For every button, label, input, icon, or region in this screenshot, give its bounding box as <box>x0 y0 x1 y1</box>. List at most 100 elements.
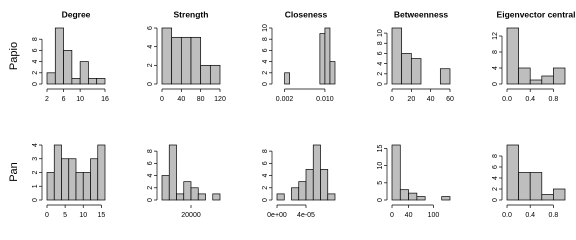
y-tick-label: 8 <box>377 41 384 45</box>
row-label: Pan <box>8 162 20 182</box>
x-tick-label: 0.002 <box>276 96 294 103</box>
x-tick-label: 16 <box>101 96 109 103</box>
bar <box>305 169 314 201</box>
bar <box>68 158 77 201</box>
bar <box>90 158 99 201</box>
x-tick-label: 0 <box>45 212 49 219</box>
bar <box>506 144 519 201</box>
y-tick-label: 0 <box>147 82 154 86</box>
bar <box>553 67 566 85</box>
bar <box>416 196 426 201</box>
y-tick-label: 4 <box>262 60 269 64</box>
y-tick-label: 2 <box>147 63 154 67</box>
y-tick-label: 0 <box>32 82 39 86</box>
x-tick-label: 40 <box>405 212 413 219</box>
x-tick-label: 0 <box>160 96 164 103</box>
bar <box>312 144 321 201</box>
bar <box>53 144 62 201</box>
y-tick-label: 6 <box>262 161 269 165</box>
x-tick-label: 2 <box>45 96 49 103</box>
y-tick-label: 8 <box>492 50 499 54</box>
bar <box>161 27 173 85</box>
bar <box>276 193 285 201</box>
y-tick-label: 10 <box>377 162 384 170</box>
bar <box>410 58 422 85</box>
bar <box>197 193 206 201</box>
y-tick-label: 8 <box>32 37 39 41</box>
y-tick-label: 2 <box>492 187 499 191</box>
bar <box>541 75 554 85</box>
x-tick-label: 0.4 <box>525 96 535 103</box>
bar <box>320 169 329 201</box>
y-tick-label: 4 <box>377 62 384 66</box>
bar <box>319 33 326 85</box>
bar <box>518 172 531 201</box>
bar <box>401 53 412 85</box>
y-tick-label: 8 <box>147 149 154 153</box>
bar <box>63 50 73 85</box>
bar <box>79 61 89 85</box>
x-tick-label: 10 <box>79 212 87 219</box>
y-tick-label: 2 <box>32 71 39 75</box>
bar <box>441 196 451 201</box>
x-tick-label: 0.0 <box>502 96 512 103</box>
x-tick-label: 0.8 <box>549 212 559 219</box>
bar <box>46 172 55 201</box>
y-tick-label: 4 <box>262 174 269 178</box>
bar <box>183 181 192 201</box>
bar <box>54 27 64 85</box>
x-tick-label: 40 <box>427 96 435 103</box>
y-tick-label: 6 <box>147 161 154 165</box>
bar <box>324 27 331 85</box>
y-tick-label: 2 <box>262 71 269 75</box>
bar <box>327 193 336 201</box>
x-tick-label: 100 <box>428 212 440 219</box>
x-tick-label: 10 <box>76 96 84 103</box>
y-tick-label: 6 <box>32 48 39 52</box>
y-tick-label: 8 <box>262 37 269 41</box>
y-tick-label: 0 <box>147 198 154 202</box>
row-label: Papio <box>8 42 20 70</box>
y-tick-label: 6 <box>377 51 384 55</box>
bar <box>284 72 290 85</box>
y-tick-label: 0 <box>377 198 384 202</box>
y-tick-label: 0 <box>32 198 39 202</box>
x-tick-label: 40 <box>177 96 185 103</box>
bar <box>171 36 182 85</box>
chart-title: Betweenness <box>394 9 449 19</box>
bar <box>161 175 170 201</box>
bar <box>61 158 70 201</box>
bar <box>46 72 56 85</box>
x-tick-label: 0.010 <box>316 96 334 103</box>
x-tick-label: 15 <box>97 212 105 219</box>
y-tick-label: 4 <box>147 45 154 49</box>
bar <box>399 189 409 201</box>
bar <box>82 172 91 201</box>
bar <box>168 144 177 201</box>
y-tick-label: 0 <box>262 82 269 86</box>
y-tick-label: 6 <box>492 165 499 169</box>
bar <box>96 78 106 85</box>
y-tick-label: 0 <box>262 198 269 202</box>
bar <box>553 188 566 201</box>
x-tick-label: 0 <box>390 96 394 103</box>
y-tick-label: 10 <box>262 24 269 32</box>
chart-title: Eigenvector central <box>497 9 576 19</box>
bar <box>71 78 81 85</box>
y-tick-label: 10 <box>377 29 384 37</box>
bar <box>439 68 451 85</box>
x-tick-label: 5 <box>63 212 67 219</box>
x-tick-label: 0 <box>390 212 394 219</box>
y-tick-label: 8 <box>262 149 269 153</box>
y-tick-label: 8 <box>492 154 499 158</box>
y-tick-label: 1 <box>32 184 39 188</box>
bar <box>88 78 98 85</box>
x-tick-label: 0.4 <box>525 212 535 219</box>
chart-title: Degree <box>62 9 91 19</box>
x-tick-label: 60 <box>446 96 454 103</box>
bar <box>97 144 106 201</box>
bar <box>75 172 84 201</box>
bar <box>329 61 336 85</box>
bar <box>391 144 401 201</box>
y-tick-label: 4 <box>492 176 499 180</box>
